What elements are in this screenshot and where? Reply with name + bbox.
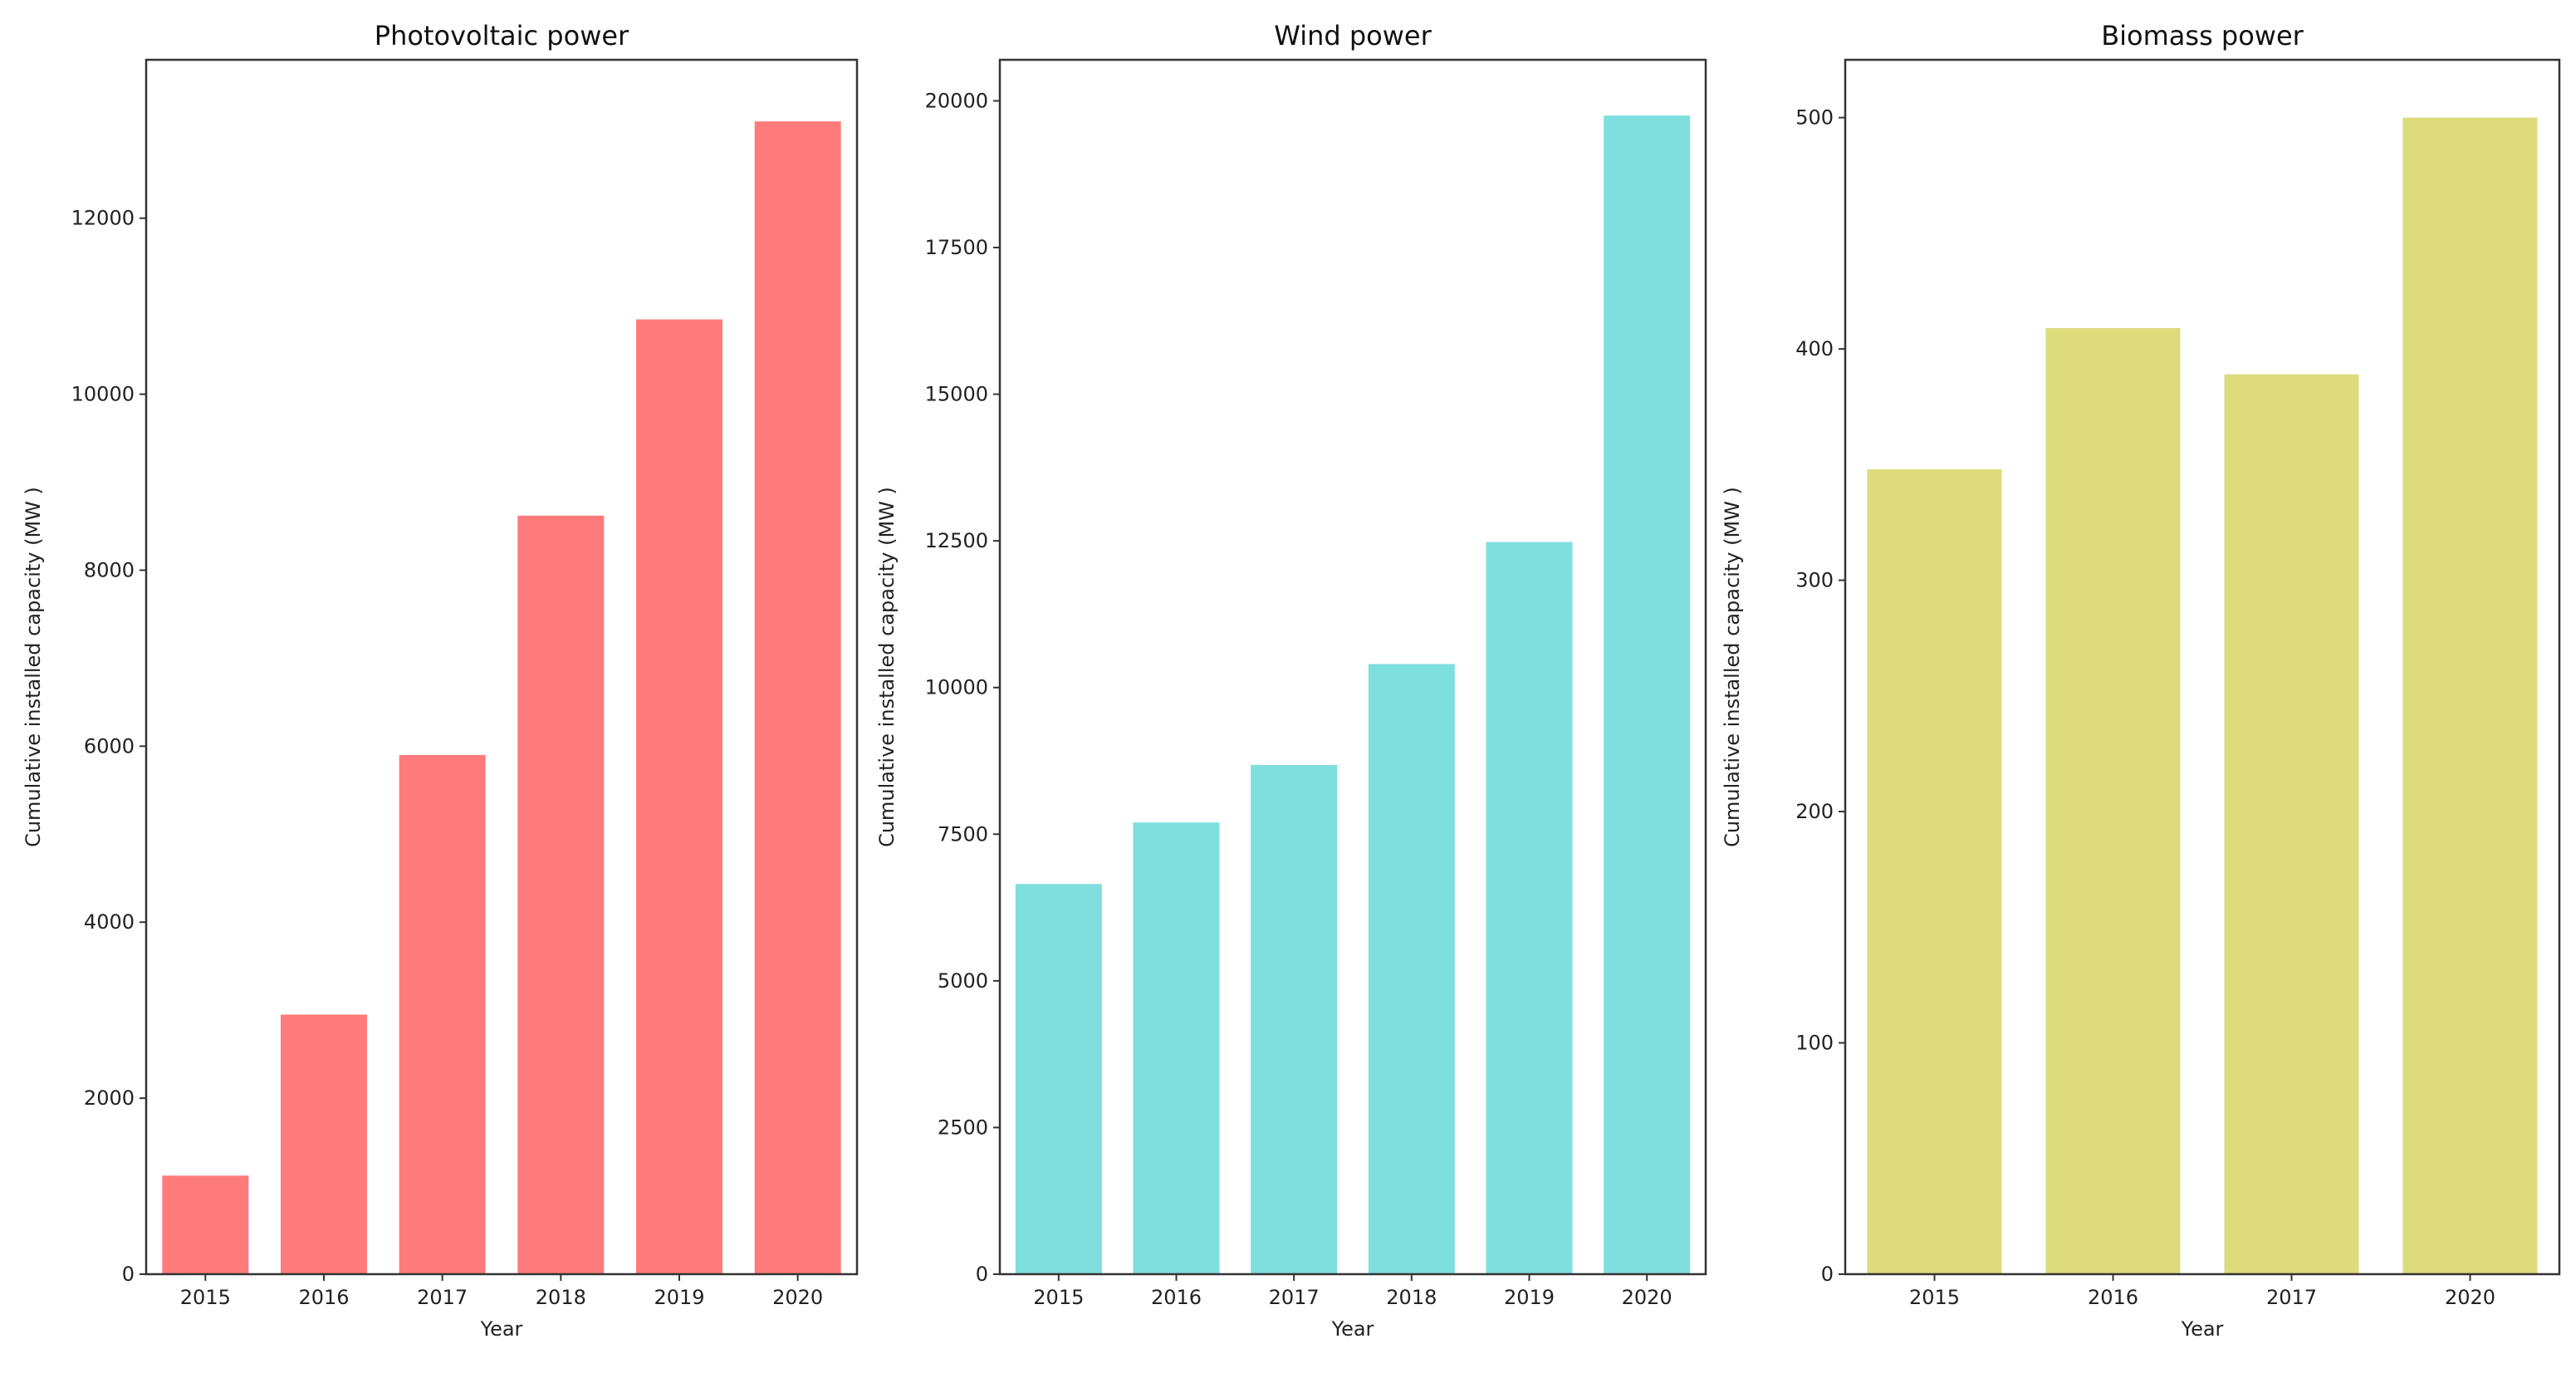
chart-1-xtick-label-2019: 2019 [1504, 1286, 1555, 1309]
chart-2-xtick-label-2016: 2016 [2088, 1286, 2138, 1309]
chart-1-xlabel: Year [1331, 1317, 1374, 1341]
chart-1-bar-2019 [1486, 542, 1573, 1274]
biomass-chart: 2015 2016 2017 2020 0 100 200 300 400 500 Biomass … [1721, 20, 2561, 1341]
chart-1-ytick-label-2500: 2500 [938, 1116, 988, 1139]
chart-1-xtick-label-2016: 2016 [1151, 1286, 1202, 1309]
chart-0-xtick-label-2016: 2016 [298, 1286, 349, 1309]
chart-2-xtick-label-2017: 2017 [2266, 1286, 2317, 1309]
chart-2-ytick-label-500: 500 [1795, 106, 1834, 130]
chart-0-bar-2017 [399, 754, 486, 1274]
chart-0-bar-2016 [281, 1014, 367, 1274]
chart-0-ytick-label-10000: 10000 [71, 383, 135, 406]
chart-1-bar-2020 [1604, 115, 1691, 1274]
chart-2-ytick-label-300: 300 [1795, 569, 1834, 592]
chart-0-ytick-label-4000: 4000 [84, 910, 135, 934]
chart-0-xlabel: Year [480, 1317, 523, 1341]
chart-1-ytick-label-12500: 12500 [925, 529, 988, 552]
chart-1-bar-2018 [1368, 664, 1455, 1274]
chart-2-bar-2016 [2045, 328, 2181, 1275]
chart-1-xtick-label-2017: 2017 [1269, 1286, 1320, 1309]
chart-0-xtick-label-2018: 2018 [536, 1286, 586, 1309]
chart-0-ylabel: Cumulative installed capacity (MW ) [22, 487, 45, 847]
chart-1-title: Wind power [1274, 20, 1432, 51]
chart-1-ytick-label-10000: 10000 [925, 676, 988, 699]
chart-0-bar-2015 [162, 1175, 249, 1274]
chart-0-xtick-label-2019: 2019 [654, 1286, 704, 1309]
chart-0-xtick-label-2017: 2017 [417, 1286, 468, 1309]
chart-1-bar-2016 [1133, 822, 1220, 1274]
chart-1-ytick-label-15000: 15000 [925, 383, 988, 406]
chart-2-bar-2015 [1867, 468, 2002, 1274]
chart-1-ytick-label-5000: 5000 [938, 969, 988, 993]
chart-1-ytick-label-17500: 17500 [925, 236, 988, 259]
chart-2-ytick-label-400: 400 [1795, 337, 1834, 360]
wind-chart: 2015 2016 2017 2018 2019 2020 0 2500 5000 7500 100… [875, 20, 1707, 1341]
chart-2-title: Biomass power [2101, 20, 2304, 51]
chart-2-xlabel: Year [2181, 1317, 2224, 1341]
chart-1-ytick-label-20000: 20000 [925, 89, 988, 112]
chart-2-ytick-label-200: 200 [1795, 800, 1834, 823]
chart-0-bar-2018 [517, 515, 605, 1274]
chart-2-ytick-label-0: 0 [1821, 1263, 1834, 1286]
chart-2-bar-2017 [2224, 374, 2359, 1274]
chart-1-ytick-label-7500: 7500 [938, 822, 988, 846]
chart-2-frame [1844, 58, 2561, 1276]
chart-0-bar-2019 [636, 319, 722, 1274]
chart-2-xtick-label-2015: 2015 [1909, 1286, 1960, 1309]
photovoltaic-chart: 2015 2016 2017 2018 2019 2020 0 2000 4000 6000 800… [22, 20, 859, 1341]
chart-0-ytick-label-6000: 6000 [84, 734, 135, 758]
chart-0-bar-2020 [754, 121, 841, 1274]
chart-2-ylabel: Cumulative installed capacity (MW ) [1721, 487, 1744, 847]
chart-0-ytick-label-0: 0 [122, 1263, 135, 1286]
chart-0-ytick-label-12000: 12000 [71, 207, 135, 230]
chart-0-xtick-label-2020: 2020 [772, 1286, 823, 1309]
chart-1-bar-2015 [1015, 884, 1102, 1274]
chart-0-title: Photovoltaic power [375, 20, 629, 51]
chart-0-xtick-label-2015: 2015 [180, 1286, 231, 1309]
chart-0-ytick-label-8000: 8000 [84, 558, 135, 581]
chart-1-bar-2017 [1251, 764, 1338, 1274]
chart-2-bar-2020 [2402, 117, 2538, 1275]
chart-1-frame [998, 58, 1707, 1276]
chart-1-ylabel: Cumulative installed capacity (MW ) [875, 487, 899, 847]
chart-1-xtick-label-2020: 2020 [1622, 1286, 1672, 1309]
chart-0-frame [144, 58, 859, 1276]
chart-1-xtick-label-2015: 2015 [1033, 1286, 1084, 1309]
chart-1-ytick-label-0: 0 [976, 1263, 988, 1286]
chart-1-xtick-label-2018: 2018 [1386, 1286, 1437, 1309]
chart-0-ytick-label-2000: 2000 [84, 1086, 135, 1110]
chart-2-xtick-label-2020: 2020 [2445, 1286, 2495, 1309]
chart-2-ytick-label-100: 100 [1795, 1032, 1834, 1055]
